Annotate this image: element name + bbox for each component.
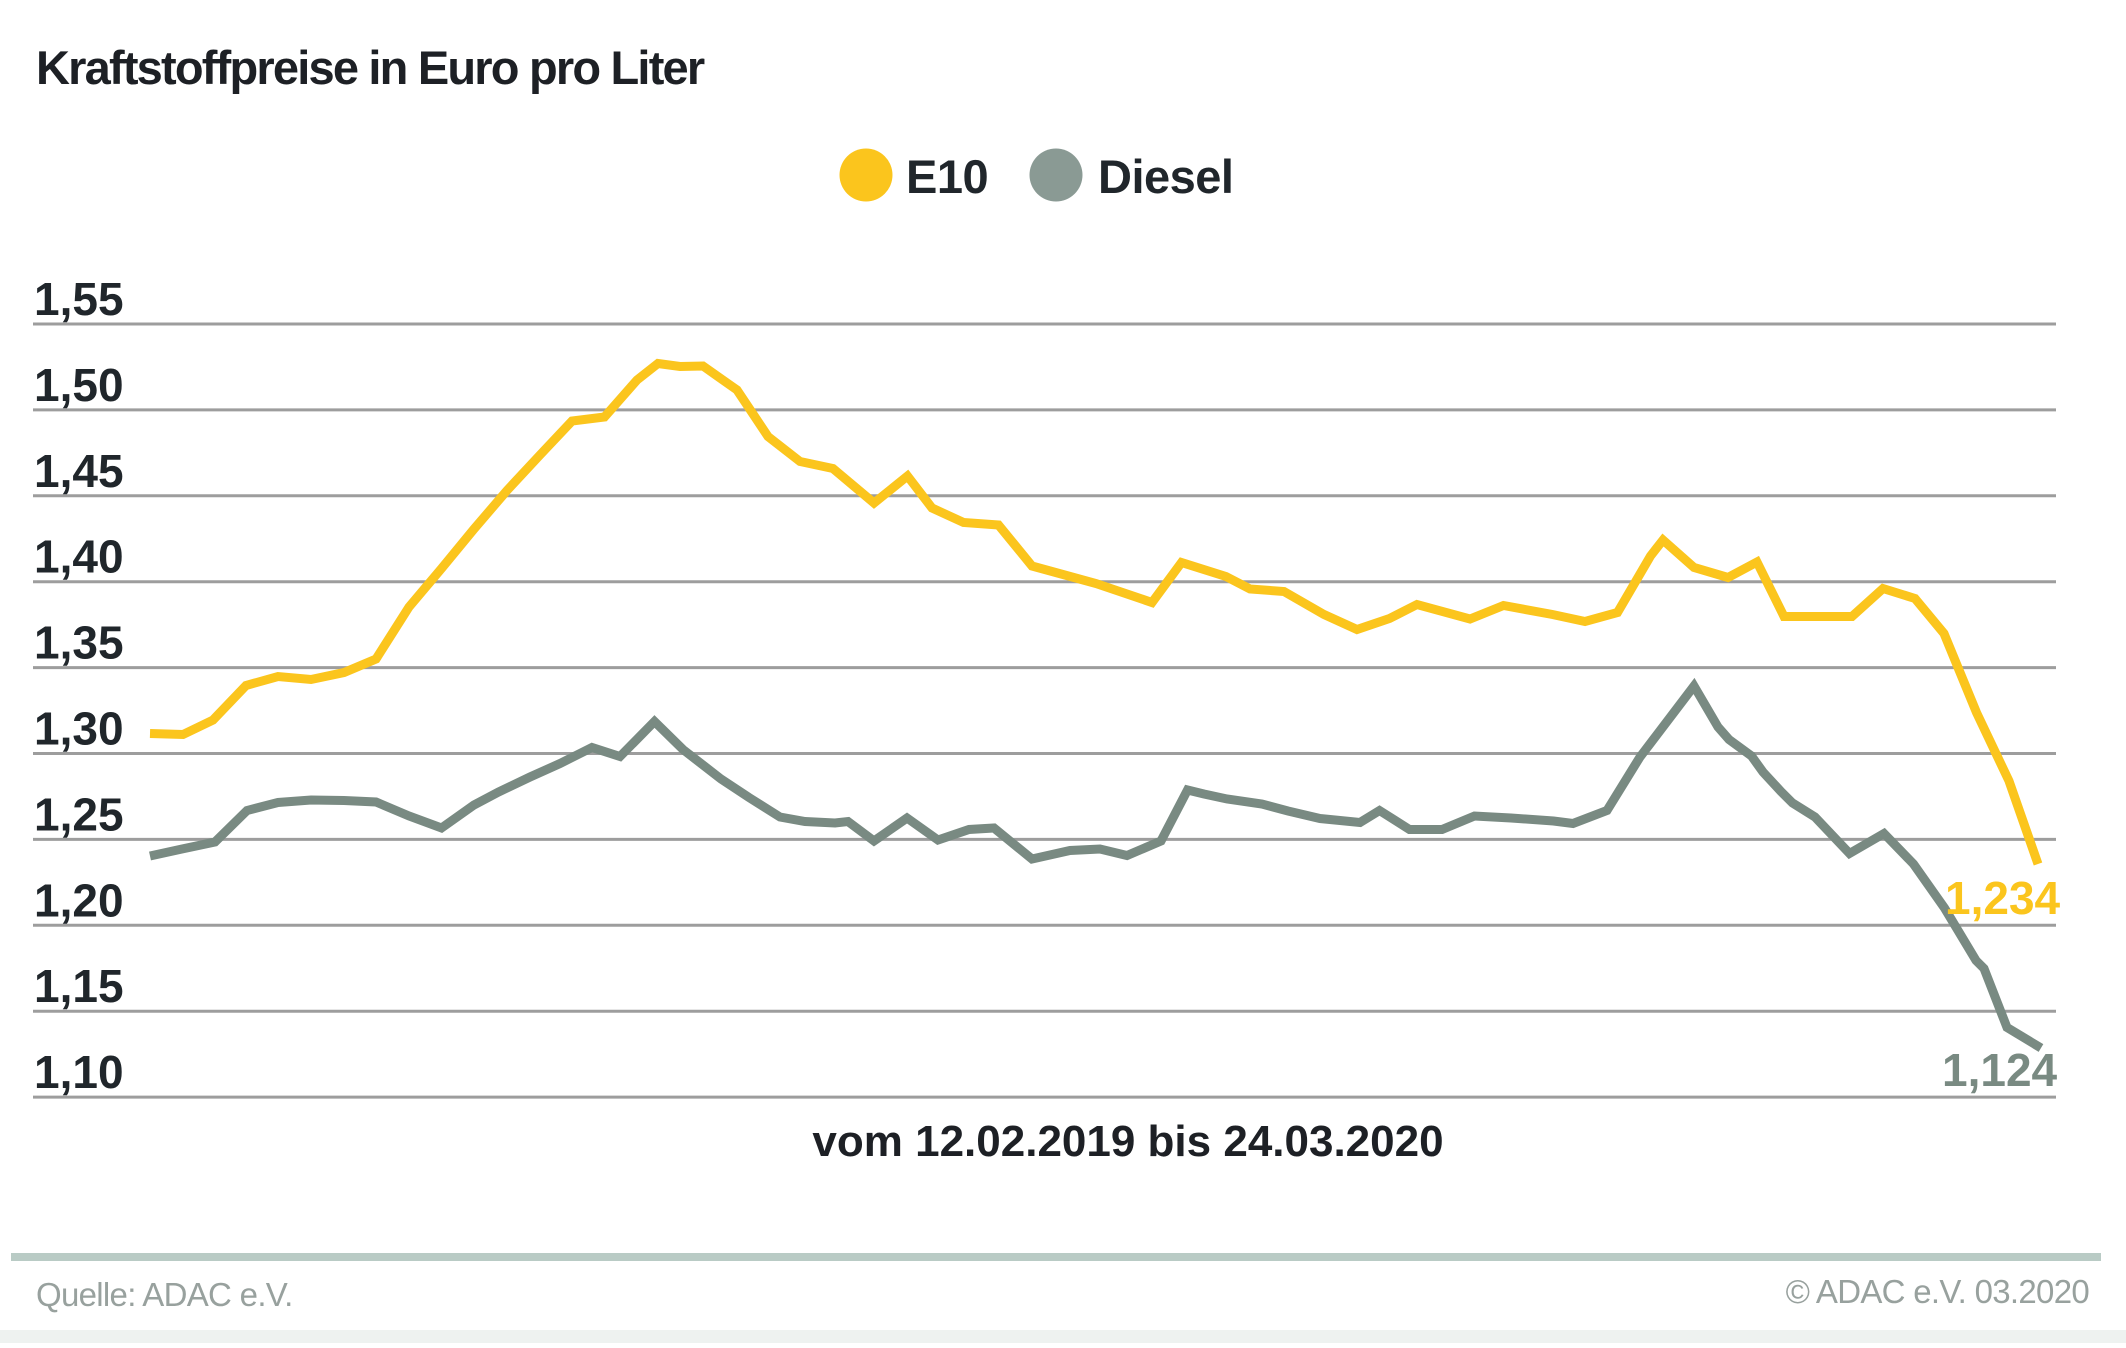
svg-text:1,25: 1,25 xyxy=(34,788,124,840)
svg-text:Quelle: ADAC e.V.: Quelle: ADAC e.V. xyxy=(36,1276,293,1313)
svg-text:Kraftstoffpreise in Euro pro L: Kraftstoffpreise in Euro pro Liter xyxy=(36,41,705,94)
svg-text:1,40: 1,40 xyxy=(34,531,124,583)
svg-text:1,20: 1,20 xyxy=(34,874,124,926)
svg-text:1,50: 1,50 xyxy=(34,359,124,411)
svg-text:1,45: 1,45 xyxy=(34,445,124,497)
svg-text:1,10: 1,10 xyxy=(34,1046,124,1098)
svg-text:1,30: 1,30 xyxy=(34,703,124,755)
svg-text:© ADAC e.V. 03.2020: © ADAC e.V. 03.2020 xyxy=(1786,1273,2090,1310)
svg-text:E10: E10 xyxy=(906,150,988,203)
svg-text:1,124: 1,124 xyxy=(1942,1044,2058,1096)
svg-text:1,234: 1,234 xyxy=(1945,872,2061,924)
svg-text:1,35: 1,35 xyxy=(34,617,124,669)
svg-text:Diesel: Diesel xyxy=(1098,150,1233,203)
svg-text:1,55: 1,55 xyxy=(34,273,124,325)
svg-text:vom 12.02.2019 bis 24.03.2020: vom 12.02.2019 bis 24.03.2020 xyxy=(812,1117,1443,1166)
svg-text:1,15: 1,15 xyxy=(34,960,124,1012)
